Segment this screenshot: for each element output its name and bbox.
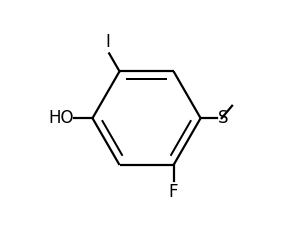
Text: F: F xyxy=(169,183,178,201)
Text: I: I xyxy=(106,33,111,51)
Text: HO: HO xyxy=(48,109,74,127)
Text: S: S xyxy=(218,109,228,127)
